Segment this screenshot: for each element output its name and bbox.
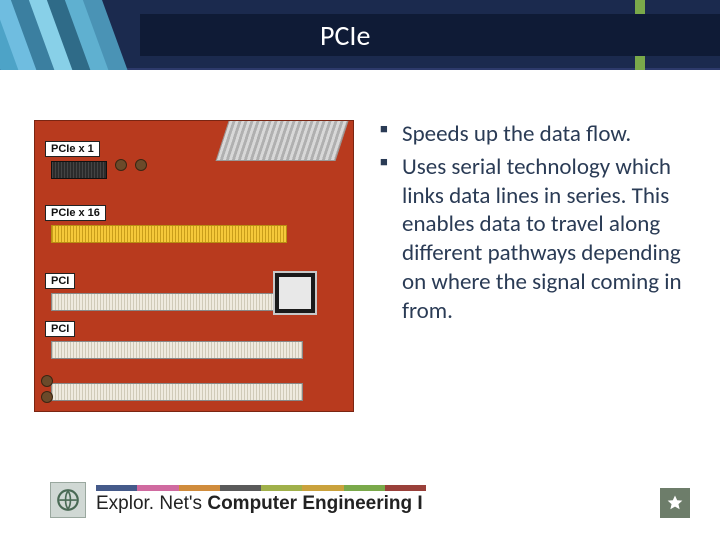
capacitor-graphic bbox=[41, 391, 53, 403]
slot-pciex16 bbox=[51, 225, 287, 243]
slot-pci-1 bbox=[51, 293, 303, 311]
slot-label-pci2: PCI bbox=[45, 321, 75, 337]
slot-pci-2 bbox=[51, 341, 303, 359]
slot-pciex1 bbox=[51, 161, 107, 179]
footer: Explor. Net's Computer Engineering I bbox=[50, 482, 426, 518]
header-cable-graphic bbox=[0, 0, 140, 70]
slide-header: PCIe bbox=[0, 0, 720, 70]
slot-label-pciex1: PCIe x 1 bbox=[45, 141, 100, 157]
slot-label-pci1: PCI bbox=[45, 273, 75, 289]
bullet-item: Speeds up the data flow. bbox=[380, 120, 690, 149]
capacitor-graphic bbox=[135, 159, 147, 171]
bullet-list: Speeds up the data flow. Uses serial tec… bbox=[380, 120, 690, 325]
capacitor-graphic bbox=[41, 375, 53, 387]
chip-graphic bbox=[273, 271, 317, 315]
brand-stripes bbox=[96, 485, 426, 491]
brand-prefix: Explor. Net's bbox=[96, 493, 207, 514]
star-icon bbox=[660, 488, 690, 518]
capacitor-graphic bbox=[115, 159, 127, 171]
slide-body: PCIe x 1 PCIe x 16 PCI PCI Speeds up the… bbox=[0, 90, 720, 480]
brand-block: Explor. Net's Computer Engineering I bbox=[96, 485, 426, 515]
slot-label-pciex16: PCIe x 16 bbox=[45, 205, 106, 221]
left-column: PCIe x 1 PCIe x 16 PCI PCI bbox=[0, 90, 360, 480]
logo-icon bbox=[50, 482, 86, 518]
heatsink-graphic bbox=[216, 120, 351, 161]
slot-extra bbox=[51, 383, 303, 401]
right-column: Speeds up the data flow. Uses serial tec… bbox=[360, 90, 720, 480]
title-bar: PCIe bbox=[140, 14, 720, 56]
motherboard-graphic: PCIe x 1 PCIe x 16 PCI PCI bbox=[34, 120, 354, 412]
slide-title: PCIe bbox=[320, 18, 370, 53]
bullet-item: Uses serial technology which links data … bbox=[380, 153, 690, 326]
brand-bold: Computer Engineering I bbox=[207, 493, 422, 514]
brand-text: Explor. Net's Computer Engineering I bbox=[96, 493, 426, 515]
